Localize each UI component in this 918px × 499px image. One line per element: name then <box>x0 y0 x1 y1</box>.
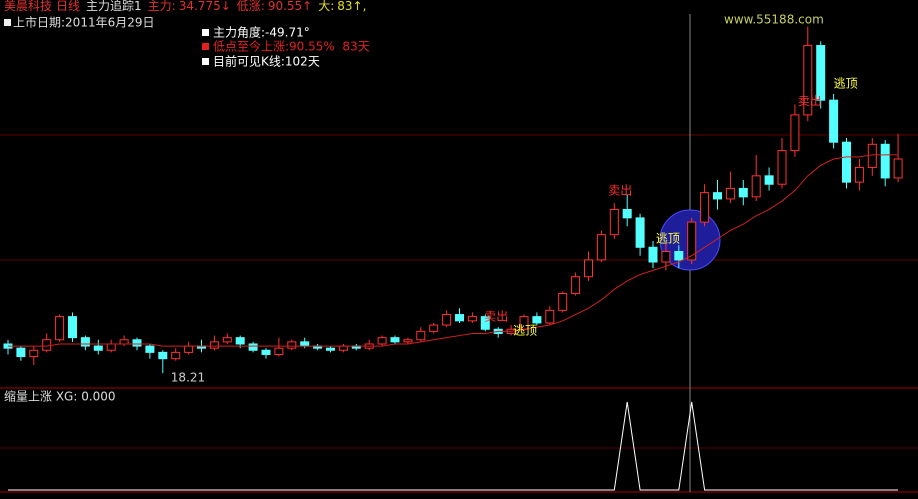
watermark: www.55188.com <box>724 13 824 27</box>
candle-body <box>326 347 335 351</box>
candle-body <box>584 259 593 278</box>
candle-body <box>403 339 413 343</box>
candle-body <box>132 339 142 347</box>
candle-body <box>68 316 77 339</box>
annotation: 卖出 <box>484 310 508 324</box>
candle-body <box>842 141 851 183</box>
candle-body <box>622 208 632 219</box>
candle-body <box>338 345 348 351</box>
candle-body <box>209 341 219 349</box>
candle-body <box>429 324 439 332</box>
candle-body <box>119 339 129 345</box>
candle-body <box>777 150 787 185</box>
candle-body <box>713 192 722 200</box>
candle-body <box>29 349 39 358</box>
candle-body <box>261 349 271 355</box>
bullet <box>202 29 209 36</box>
indicator-line <box>8 401 899 491</box>
listing-date: 上市日期:2011年6月29日 <box>13 15 155 30</box>
candle-body <box>42 339 52 351</box>
candle-body <box>16 347 26 358</box>
candle-body <box>390 337 400 343</box>
bullet <box>202 43 209 50</box>
indicator-title: 缩量上涨 XG: 0.000 <box>4 389 116 404</box>
candle-body <box>648 246 658 263</box>
candle-body <box>145 345 155 353</box>
annotation: 卖出 <box>608 184 632 198</box>
candle-body <box>455 314 464 322</box>
bullet <box>4 19 11 26</box>
candle-body <box>416 330 426 341</box>
info-line: 主力角度:-49.71° <box>213 25 310 40</box>
candle-body <box>274 347 284 355</box>
candle-body <box>751 175 761 198</box>
candle-body <box>790 114 800 152</box>
candle-body <box>442 314 452 326</box>
candle-body <box>106 343 116 351</box>
candle-body <box>377 337 387 345</box>
candle-body <box>55 316 65 341</box>
candle-body <box>893 158 903 179</box>
bullet <box>202 58 209 65</box>
candle-body <box>880 143 890 179</box>
candle-body <box>816 45 826 101</box>
candle-body <box>661 250 671 263</box>
candle-body <box>80 337 90 347</box>
candle-body <box>867 143 877 168</box>
candle-body <box>480 316 490 330</box>
candle-body <box>545 309 555 324</box>
candle-body <box>235 337 245 345</box>
candle-body <box>596 234 606 261</box>
candle-body <box>158 351 168 360</box>
candle-body <box>184 345 194 353</box>
candle-body <box>764 175 774 185</box>
low-label: 18.21 <box>171 371 205 385</box>
candle-body <box>674 250 684 261</box>
candle-body <box>635 217 645 248</box>
annotation: 逃顶 <box>834 76 858 90</box>
candle-body <box>609 208 619 236</box>
candle-body <box>300 341 310 347</box>
annotation: 卖出 <box>798 94 822 108</box>
candle-body <box>854 166 864 183</box>
info-line: 目前可见K线:102天 <box>213 54 320 69</box>
info-line: 低点至今上涨:90.55% 83天 <box>213 39 370 54</box>
candle-body <box>725 187 735 200</box>
candle-body <box>93 345 103 351</box>
candle-body <box>738 187 748 198</box>
candle-body <box>287 341 297 349</box>
header: 美晨科技 日线 主力追踪1 主力: 34.775↓ 低涨: 90.55↑ 大: 83↑, <box>4 0 366 13</box>
candle-body <box>532 316 542 324</box>
candle-body <box>829 99 839 143</box>
candle-body <box>248 343 258 351</box>
moving-average <box>8 154 899 347</box>
candle-body <box>222 337 232 343</box>
candle-body <box>700 192 710 223</box>
candle-body <box>803 45 813 116</box>
candle-body <box>467 316 477 322</box>
candle-body <box>558 293 568 311</box>
annotation: 逃顶 <box>513 324 537 338</box>
candle-body <box>571 276 581 295</box>
candle-body <box>687 221 697 261</box>
annotation: 逃顶 <box>656 232 680 246</box>
candle-body <box>171 351 181 360</box>
